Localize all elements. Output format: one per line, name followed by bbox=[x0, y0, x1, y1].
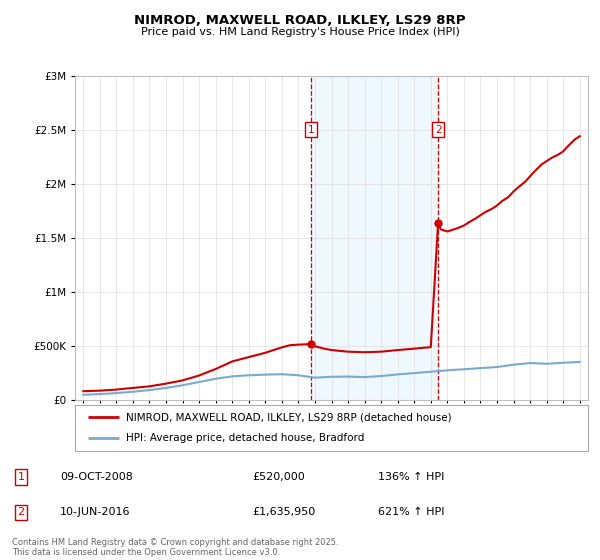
FancyBboxPatch shape bbox=[75, 405, 588, 451]
Text: NIMROD, MAXWELL ROAD, ILKLEY, LS29 8RP: NIMROD, MAXWELL ROAD, ILKLEY, LS29 8RP bbox=[134, 14, 466, 27]
Text: £520,000: £520,000 bbox=[252, 472, 305, 482]
Text: HPI: Average price, detached house, Bradford: HPI: Average price, detached house, Brad… bbox=[127, 433, 365, 444]
Bar bbox=[311, 76, 438, 400]
Text: Price paid vs. HM Land Registry's House Price Index (HPI): Price paid vs. HM Land Registry's House … bbox=[140, 27, 460, 37]
Text: £1,635,950: £1,635,950 bbox=[252, 507, 315, 517]
Text: 10-JUN-2016: 10-JUN-2016 bbox=[60, 507, 131, 517]
Text: Contains HM Land Registry data © Crown copyright and database right 2025.
This d: Contains HM Land Registry data © Crown c… bbox=[12, 538, 338, 557]
Text: 1: 1 bbox=[308, 125, 314, 135]
Text: 621% ↑ HPI: 621% ↑ HPI bbox=[378, 507, 445, 517]
Text: 09-OCT-2008: 09-OCT-2008 bbox=[60, 472, 133, 482]
Text: 2: 2 bbox=[17, 507, 25, 517]
Text: NIMROD, MAXWELL ROAD, ILKLEY, LS29 8RP (detached house): NIMROD, MAXWELL ROAD, ILKLEY, LS29 8RP (… bbox=[127, 412, 452, 422]
Text: 1: 1 bbox=[17, 472, 25, 482]
Text: 136% ↑ HPI: 136% ↑ HPI bbox=[378, 472, 445, 482]
Text: 2: 2 bbox=[435, 125, 442, 135]
